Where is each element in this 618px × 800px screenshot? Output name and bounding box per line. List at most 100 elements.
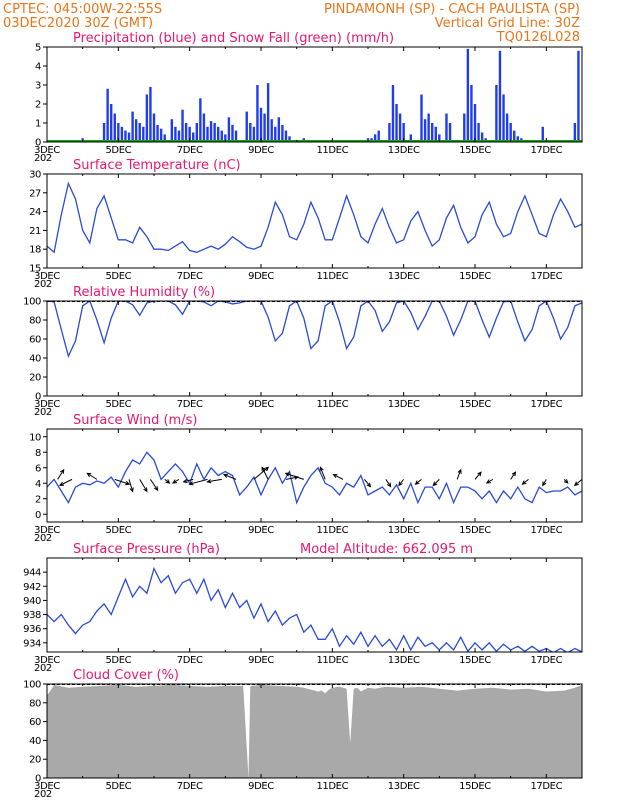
wind-arrow (319, 467, 326, 480)
wind-arrow (415, 478, 422, 485)
precip-bar (277, 117, 281, 142)
precip-bar (113, 113, 116, 142)
x-tick-label: 3DEC (34, 399, 60, 410)
cloud-cover-title: Cloud Cover (%) (73, 668, 179, 683)
y-tick-label: 20 (29, 373, 41, 384)
y-tick-label: 2 (35, 100, 41, 111)
precip-bar (434, 126, 437, 142)
precip-bar (195, 123, 198, 142)
precip-bar (181, 109, 184, 142)
precip-bar (206, 126, 209, 142)
cloud-cover-area (47, 684, 582, 778)
precip-bar (220, 130, 223, 142)
y-tick-label: 3 (35, 81, 41, 92)
humidity-title: Relative Humidity (%) (73, 285, 215, 300)
wind-arrowhead (485, 479, 491, 484)
wind-arrow (59, 478, 73, 486)
precip-bar (213, 123, 216, 142)
x-tick-label: 9DEC (248, 525, 274, 536)
header: CPTEC: 045:00W-22:55S PINDAMONH (SP) - C… (3, 2, 580, 45)
precip-bar (149, 86, 152, 142)
precip-bar (498, 50, 502, 142)
x-tick-label: 15DEC (459, 145, 491, 156)
y-tick-label: 15 (29, 264, 41, 275)
precip-bar (102, 123, 106, 142)
wind-panel: 0 2 4 6 8 10 3DEC 5DEC 7DEC 9DEC 11DEC 13DEC 15DEC 17… (29, 413, 583, 544)
precip-bar (266, 83, 270, 142)
y-tick-label: 60 (29, 717, 41, 728)
precip-bar (202, 113, 206, 142)
y-tick-label: 21 (29, 226, 41, 237)
x-tick-label: 17DEC (530, 399, 562, 410)
x-tick-label: 17DEC (530, 781, 562, 792)
precip-bar (245, 111, 248, 142)
wind-arrowhead (129, 487, 134, 493)
wind-arrowhead (386, 482, 392, 488)
y-tick-label: 27 (29, 188, 41, 199)
x-year-label: 202 (34, 407, 52, 418)
precip-bar (159, 128, 163, 142)
temperature-line (47, 181, 582, 254)
precipitation-plot-area (47, 48, 582, 142)
cloud-cover-panel: 0 20 40 60 80 100 3DEC 5DEC 7DEC 9DEC 11DEC 13DEC 15… (23, 668, 583, 800)
wind-arrowhead (432, 481, 438, 487)
wind-arrow (261, 467, 269, 480)
precip-bar (288, 136, 291, 142)
x-tick-label: 3DEC (34, 145, 60, 156)
x-tick-label: 15DEC (459, 655, 491, 666)
x-tick-label: 13DEC (388, 781, 420, 792)
wind-arrow (510, 471, 516, 480)
wind-arrow (542, 479, 547, 486)
precip-bar (131, 111, 134, 142)
y-tick-label: 938 (23, 610, 41, 621)
wind-arrow (333, 474, 344, 480)
y-tick-label: 40 (29, 354, 41, 365)
x-tick-label: 5DEC (105, 781, 131, 792)
precip-bar (513, 130, 516, 142)
y-tick-label: 40 (29, 736, 41, 747)
y-tick-label: 4 (35, 62, 41, 73)
precip-bar (509, 123, 512, 142)
wind-arrow (486, 478, 494, 484)
precip-bar (573, 123, 577, 142)
x-tick-label: 7DEC (177, 145, 203, 156)
precip-bar (395, 104, 398, 142)
x-tick-label: 13DEC (388, 655, 420, 666)
x-tick-label: 9DEC (248, 271, 274, 282)
y-tick-label: 80 (29, 698, 41, 709)
precip-bar (505, 113, 509, 142)
x-tick-label: 9DEC (248, 145, 274, 156)
wind-arrowhead (206, 479, 212, 484)
wind-arrow (432, 479, 440, 486)
pressure-plot-area (47, 566, 582, 652)
wind-arrowhead (477, 471, 482, 477)
header-station-coords: CPTEC: 045:00W-22:55S (3, 2, 162, 17)
x-tick-label: 3DEC (34, 271, 60, 282)
precip-bar (184, 123, 188, 142)
x-tick-label: 15DEC (459, 525, 491, 536)
wind-arrowhead (58, 481, 65, 486)
header-run-date: 03DEC2020 30Z (GMT) (3, 16, 153, 31)
precip-bar (470, 85, 473, 142)
precipitation-frame (46, 46, 583, 143)
model-altitude-label: Model Altitude: 662.095 m (300, 542, 473, 557)
precip-bar (391, 85, 395, 142)
wind-arrowhead (457, 468, 462, 474)
precipitation-title: Precipitation (blue) and Snow Fall (gree… (73, 31, 394, 46)
cloud-cover-plot-area (47, 684, 582, 778)
wind-arrow (474, 471, 482, 480)
wind-arrow (285, 476, 299, 480)
x-tick-label: 13DEC (388, 525, 420, 536)
x-tick-label: 11DEC (316, 271, 348, 282)
x-tick-label: 9DEC (248, 399, 274, 410)
cloud-cover-frame (46, 683, 583, 779)
wind-arrow (522, 478, 529, 485)
x-tick-label: 3DEC (34, 781, 60, 792)
x-tick-label: 9DEC (248, 781, 274, 792)
wind-title: Surface Wind (m/s) (73, 413, 197, 428)
wind-arrow (456, 469, 462, 480)
humidity-panel: 0 20 40 60 80 100 3DEC 5DEC 7DEC 9DEC 11DEC 13DEC 15… (23, 285, 583, 418)
precip-bar (373, 134, 377, 142)
precip-bar (431, 123, 434, 142)
